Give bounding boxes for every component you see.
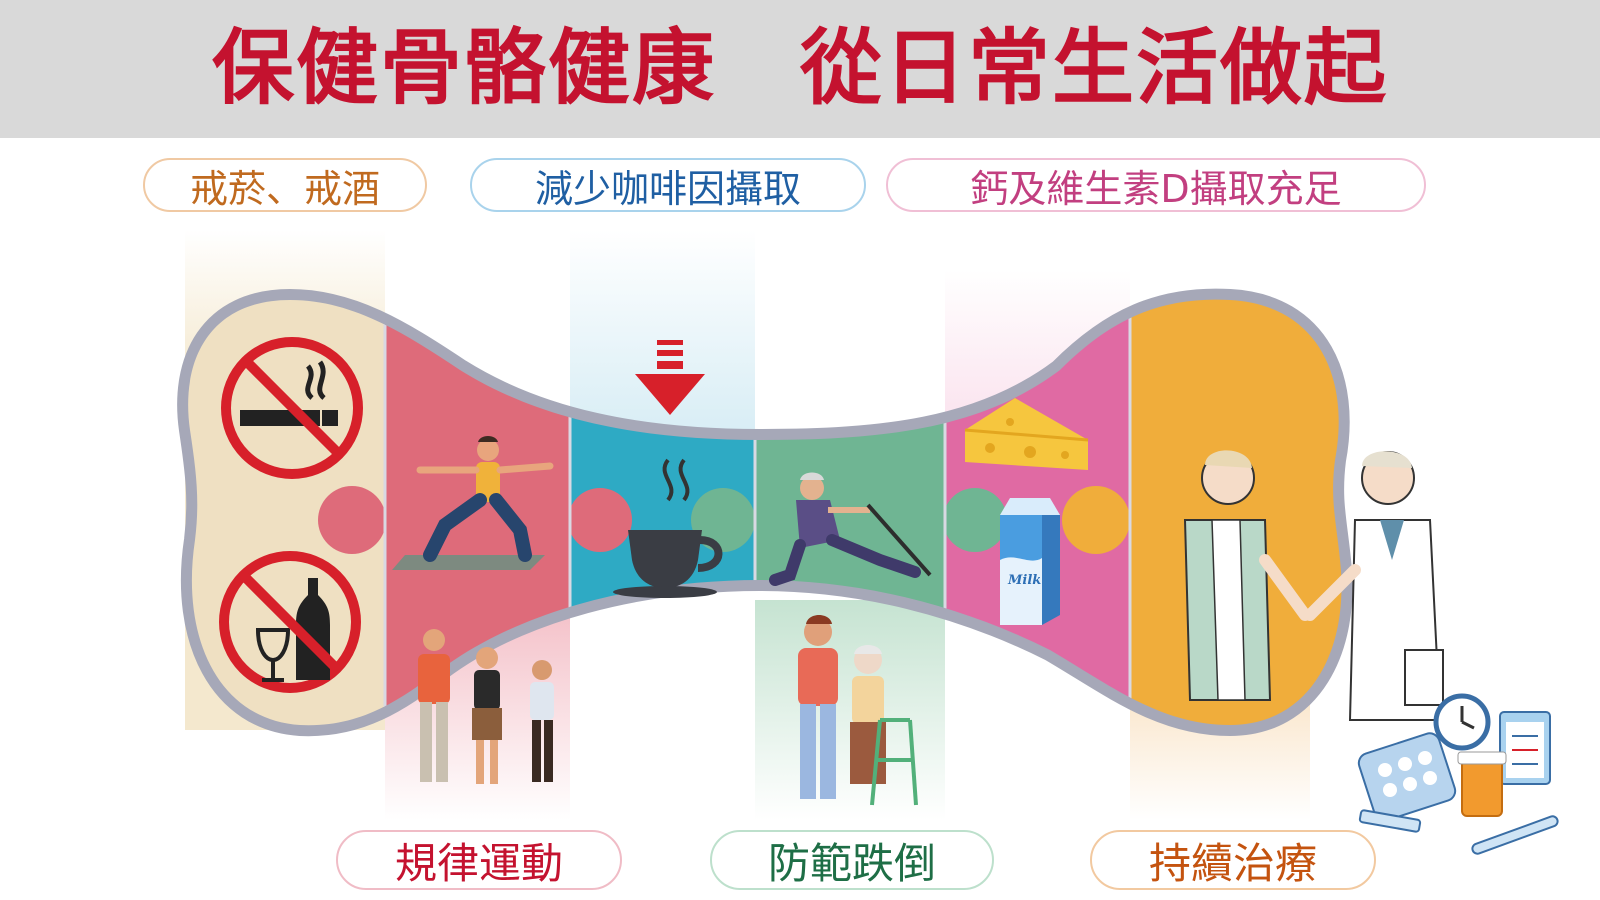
tip-quit-smoking-alcohol: 戒菸、戒酒 (143, 158, 427, 212)
clipboard-icon (1499, 711, 1551, 785)
puzzle-knob (943, 488, 1007, 552)
page-title: 保健骨骼健康 從日常生活做起 (211, 21, 1388, 116)
tip-calcium-vitamin-d: 鈣及維生素D攝取充足 (886, 158, 1426, 212)
cheese-icon (964, 398, 1089, 470)
tip-label: 戒菸、戒酒 (189, 166, 380, 211)
down-arrow-icon (635, 340, 705, 415)
puzzle-knob (318, 486, 386, 554)
stretching-group-illustration (418, 629, 554, 784)
no-smoking-icon (221, 337, 363, 479)
header-bar (0, 0, 1600, 138)
medicine-cluster (1357, 693, 1559, 855)
milk-carton-icon: Milk (1000, 498, 1060, 625)
patient-doctor-illustration (1183, 450, 1444, 721)
clock-icon (1433, 693, 1491, 751)
tip-regular-exercise: 規律運動 (336, 830, 622, 890)
puzzle-knob (1062, 486, 1130, 554)
tip-label: 防範跌倒 (767, 838, 936, 888)
coffee-cup-icon (613, 458, 723, 598)
thermometer-icon (1471, 815, 1559, 855)
milk-label: Milk (1007, 573, 1041, 588)
tip-label: 鈣及維生素D攝取充足 (970, 166, 1342, 211)
tip-label: 持續治療 (1148, 838, 1317, 888)
pills-icon (1357, 732, 1507, 822)
tip-label: 規律運動 (394, 838, 563, 888)
tip-reduce-caffeine: 減少咖啡因攝取 (470, 158, 866, 212)
caregiver-walker-illustration (798, 615, 918, 806)
no-alcohol-icon (219, 551, 361, 693)
fallen-elderly-illustration (769, 472, 932, 586)
puzzle-knob (691, 488, 755, 552)
tip-fall-prevention: 防範跌倒 (710, 830, 994, 890)
puzzle-knob (568, 488, 632, 552)
syringe-icon (1358, 809, 1422, 833)
yoga-person-illustration (392, 436, 554, 570)
tip-label: 減少咖啡因攝取 (534, 166, 801, 211)
tip-continue-treatment: 持續治療 (1090, 830, 1376, 890)
